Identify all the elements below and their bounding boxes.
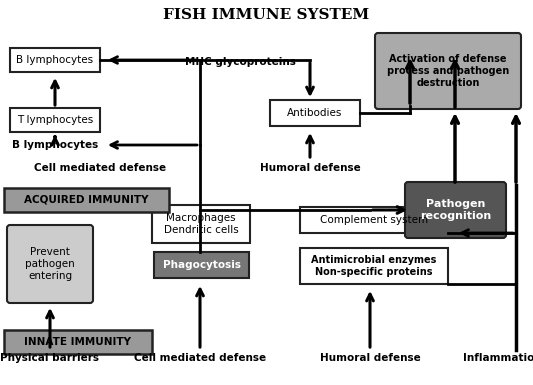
- Text: Antimicrobial enzymes
Non-specific proteins: Antimicrobial enzymes Non-specific prote…: [311, 255, 437, 277]
- Text: MHC glycoproteins: MHC glycoproteins: [184, 57, 295, 67]
- Text: Inflammation: Inflammation: [463, 353, 533, 363]
- Text: Cell mediated defense: Cell mediated defense: [34, 163, 166, 173]
- FancyBboxPatch shape: [375, 33, 521, 109]
- Text: Activation of defense
process and pathogen
destruction: Activation of defense process and pathog…: [387, 54, 509, 89]
- Text: Humoral defense: Humoral defense: [260, 163, 360, 173]
- Text: Antibodies: Antibodies: [287, 108, 343, 118]
- Text: Humoral defense: Humoral defense: [320, 353, 421, 363]
- Text: Physical barriers: Physical barriers: [1, 353, 100, 363]
- FancyBboxPatch shape: [300, 207, 448, 233]
- Text: Macrophages
Dendritic cells: Macrophages Dendritic cells: [164, 213, 238, 235]
- Text: T lymphocytes: T lymphocytes: [17, 115, 93, 125]
- FancyBboxPatch shape: [4, 330, 152, 354]
- Text: FISH IMMUNE SYSTEM: FISH IMMUNE SYSTEM: [164, 8, 369, 22]
- FancyBboxPatch shape: [10, 48, 100, 72]
- FancyBboxPatch shape: [4, 188, 169, 212]
- FancyBboxPatch shape: [154, 252, 249, 278]
- Text: Complement system: Complement system: [320, 215, 428, 225]
- Text: Prevent
pathogen
entering: Prevent pathogen entering: [25, 247, 75, 281]
- FancyBboxPatch shape: [10, 108, 100, 132]
- Text: Pathogen
recognition: Pathogen recognition: [420, 199, 491, 221]
- Text: B lymphocytes: B lymphocytes: [12, 140, 98, 150]
- FancyBboxPatch shape: [300, 248, 448, 284]
- FancyBboxPatch shape: [405, 182, 506, 238]
- Text: ACQUIRED IMMUNITY: ACQUIRED IMMUNITY: [24, 195, 149, 205]
- FancyBboxPatch shape: [152, 205, 250, 243]
- FancyBboxPatch shape: [7, 225, 93, 303]
- FancyBboxPatch shape: [270, 100, 360, 126]
- Text: INNATE IMMUNITY: INNATE IMMUNITY: [25, 337, 132, 347]
- Text: Phagocytosis: Phagocytosis: [163, 260, 240, 270]
- Text: Cell mediated defense: Cell mediated defense: [134, 353, 266, 363]
- Text: B lymphocytes: B lymphocytes: [17, 55, 94, 65]
